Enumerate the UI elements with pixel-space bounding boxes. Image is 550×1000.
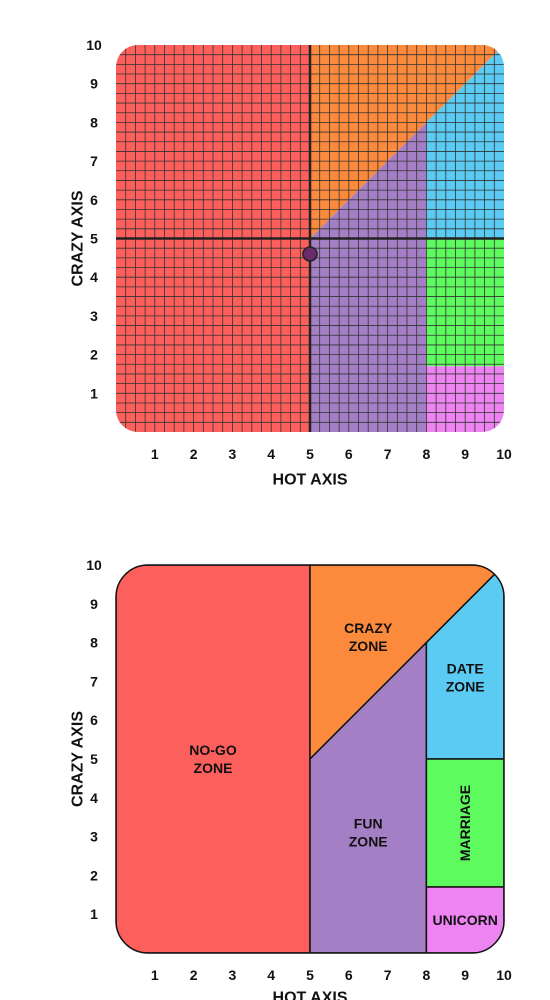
gridded-hot-crazy-chart: 1 2 3 4 5 6 7 8 9 10 1 2 3 4 5 6 7 8 9 10 HOT AXIS CRAZY AXIS (70, 37, 512, 489)
x-tick-label: 3 (229, 967, 237, 983)
y-tick-label: 8 (90, 635, 98, 651)
y-tick-label: 5 (90, 751, 98, 767)
x-tick-label: 1 (151, 446, 159, 462)
zone-label-fun: ZONE (349, 834, 388, 850)
zone-label-marriage: MARRIAGE (457, 785, 473, 861)
x-tick-label: 8 (423, 446, 431, 462)
zone-label-crazy: CRAZY (344, 620, 393, 636)
x-tick-label: 2 (190, 967, 198, 983)
plot-area (116, 45, 504, 432)
y-tick-label: 1 (90, 385, 98, 401)
y-tick-label: 3 (90, 829, 98, 845)
x-tick-label: 3 (229, 446, 237, 462)
x-tick-label: 8 (423, 967, 431, 983)
x-tick-label: 5 (306, 967, 314, 983)
x-tick-label: 4 (267, 967, 275, 983)
x-tick-label: 6 (345, 446, 353, 462)
x-tick-label: 9 (461, 967, 469, 983)
plot-area (116, 565, 504, 953)
y-tick-label: 7 (90, 153, 98, 169)
region-unicorn (425, 886, 504, 953)
y-tick-label: 2 (90, 347, 98, 363)
x-tick-label: 4 (267, 446, 275, 462)
zone-label-crazy: ZONE (349, 638, 388, 654)
y-tick-label: 6 (90, 712, 98, 728)
y-tick-label: 2 (90, 867, 98, 883)
y-tick-label: 3 (90, 308, 98, 324)
y-tick-label: 10 (86, 37, 102, 53)
y-tick-label: 1 (90, 906, 98, 922)
plot-border (115, 564, 505, 954)
zone-label-nogo: ZONE (194, 760, 233, 776)
y-axis-label: CRAZY AXIS (70, 190, 87, 286)
y-tick-label: 4 (90, 269, 98, 285)
x-tick-label: 7 (384, 967, 392, 983)
x-tick-label: 1 (151, 967, 159, 983)
zone-label-unicorn: UNICORN (433, 912, 498, 928)
zone-label-date: DATE (447, 661, 484, 677)
y-tick-label: 9 (90, 76, 98, 92)
y-tick-label: 9 (90, 596, 98, 612)
y-tick-label: 7 (90, 673, 98, 689)
zoned-hot-crazy-chart: NO-GO ZONE CRAZY ZONE FUN ZONE DATE ZONE MARRIAG… (70, 557, 512, 1000)
y-axis-label: CRAZY AXIS (70, 711, 87, 807)
x-tick-label: 9 (461, 446, 469, 462)
y-tick-label: 8 (90, 114, 98, 130)
region-nogo (116, 565, 311, 953)
x-tick-label: 10 (496, 446, 512, 462)
y-tick-label: 10 (86, 557, 102, 573)
zone-label-nogo: NO-GO (189, 742, 237, 758)
x-tick-label: 10 (496, 967, 512, 983)
x-tick-label: 6 (345, 967, 353, 983)
data-point (302, 246, 318, 262)
x-axis-label: HOT AXIS (273, 990, 348, 1000)
y-tick-label: 5 (90, 231, 98, 247)
zone-label-fun: FUN (354, 816, 383, 832)
x-tick-label: 7 (384, 446, 392, 462)
y-tick-label: 4 (90, 790, 98, 806)
y-tick-label: 6 (90, 192, 98, 208)
x-axis-label: HOT AXIS (273, 472, 348, 489)
x-tick-label: 5 (306, 446, 314, 462)
zone-label-date: ZONE (446, 679, 485, 695)
x-tick-label: 2 (190, 446, 198, 462)
